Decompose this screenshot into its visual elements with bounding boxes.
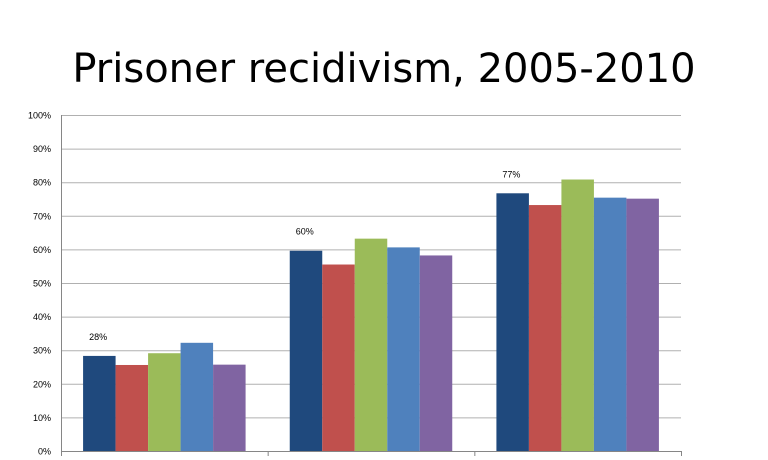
- bar: [148, 353, 181, 451]
- y-tick-label: 40%: [33, 312, 51, 322]
- chart-title: Prisoner recidivism, 2005-2010: [72, 46, 696, 92]
- bar: [528, 205, 562, 451]
- y-tick-label: 80%: [33, 178, 51, 188]
- y-tick-label: 30%: [33, 346, 51, 356]
- bar: [115, 364, 149, 451]
- data-label: 60%: [296, 227, 314, 237]
- bar: [354, 238, 388, 451]
- y-tick-label: 0%: [38, 447, 51, 457]
- bar: [213, 364, 246, 451]
- bar: [289, 250, 323, 451]
- bar: [626, 198, 659, 451]
- y-tick-label: 20%: [33, 379, 51, 389]
- data-label: 28%: [89, 332, 107, 342]
- bar: [322, 264, 355, 451]
- bar: [496, 193, 529, 451]
- y-tick-label: 60%: [33, 245, 51, 255]
- y-tick-label: 10%: [33, 413, 51, 423]
- y-tick-label: 100%: [28, 111, 51, 121]
- bar: [561, 179, 594, 451]
- y-tick-label: 70%: [33, 211, 51, 221]
- y-tick-label: 50%: [33, 279, 51, 289]
- y-tick-label: 90%: [33, 144, 51, 154]
- data-label: 77%: [502, 169, 520, 179]
- bar: [419, 255, 453, 451]
- bar: [83, 355, 116, 451]
- bar: [387, 247, 420, 451]
- bar: [593, 197, 627, 451]
- bar: [180, 342, 214, 451]
